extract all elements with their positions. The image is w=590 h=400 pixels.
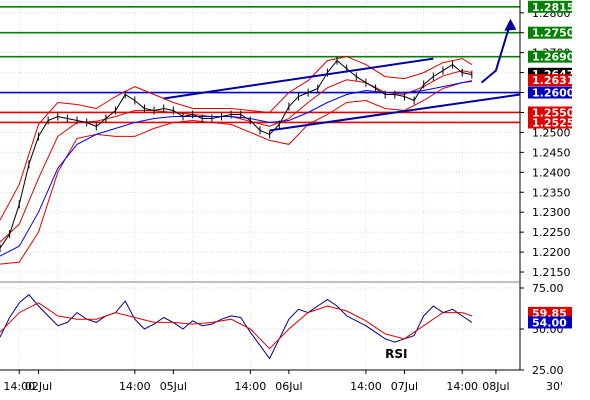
rsi-line: [0, 293, 473, 360]
level-label: 1.2525: [532, 116, 574, 129]
time-axis-label: 02Jul: [25, 380, 52, 393]
price-axis-label: 1.2450: [532, 146, 571, 159]
bollinger_lower-line: [0, 80, 473, 265]
price-axis-label: 1.2250: [532, 226, 571, 239]
time-axis-label: 14:00: [235, 380, 267, 393]
price-axis-label: 1.2150: [532, 266, 571, 279]
rsi-current-label-box: [528, 316, 572, 329]
level-label: 1.2815: [532, 1, 574, 14]
level-label: 1.2750: [532, 27, 575, 40]
price-axis-label: 1.2350: [532, 186, 571, 199]
level-label: 1.2690: [532, 51, 575, 64]
price-axis-label: 1.2200: [532, 246, 571, 259]
time-axis-label: 07Jul: [391, 380, 418, 393]
level-label-box: [528, 106, 572, 119]
rsi-current-label-box: [528, 306, 572, 319]
time-axis-label: 14:00: [119, 380, 151, 393]
time-axis-label: 14:00: [446, 380, 478, 393]
level-label-box: [528, 86, 572, 99]
level-label-box: [528, 0, 572, 13]
level-label: 1.2550: [532, 106, 575, 119]
trend-channel-upper: [163, 57, 434, 100]
time-axis-label: 08Jul: [482, 380, 509, 393]
current-price-label: 1.2631: [532, 74, 574, 87]
time-axis-label: 06Jul: [275, 380, 302, 393]
rsi-panel-background: [0, 288, 520, 370]
rsi-axis-label: 25.00: [532, 364, 564, 377]
forecast-arrow-head: [504, 18, 517, 31]
price-axis-label: 1.2300: [532, 206, 571, 219]
time-axis-label: 05Jul: [160, 380, 187, 393]
price-axis-label: 1.2400: [532, 166, 571, 179]
price-axis-label: 1.2500: [532, 126, 571, 139]
rsi-label: RSI: [385, 347, 407, 361]
bollinger_upper-line: [0, 56, 473, 221]
timeframe-label: 30': [546, 380, 563, 393]
level-label-box: [528, 116, 572, 129]
level-label-box: [528, 26, 572, 39]
rsi-current-label: 54.00: [532, 316, 567, 329]
bollinger_middle-line: [0, 70, 473, 243]
trend-channel-lower: [269, 93, 521, 132]
current-price-label-box: [528, 74, 572, 87]
level-label: 1.2600: [532, 87, 575, 100]
price-line: [0, 59, 473, 249]
price-panel-background: [0, 0, 520, 282]
rsi-axis-label: 75.00: [532, 282, 564, 295]
forecast-arrow-line: [480, 22, 512, 84]
time-axis-label: 14:00: [350, 380, 382, 393]
rsi_signal-line: [0, 302, 473, 350]
time-axis-label: 14:00: [3, 380, 35, 393]
level-label-box: [528, 50, 572, 63]
